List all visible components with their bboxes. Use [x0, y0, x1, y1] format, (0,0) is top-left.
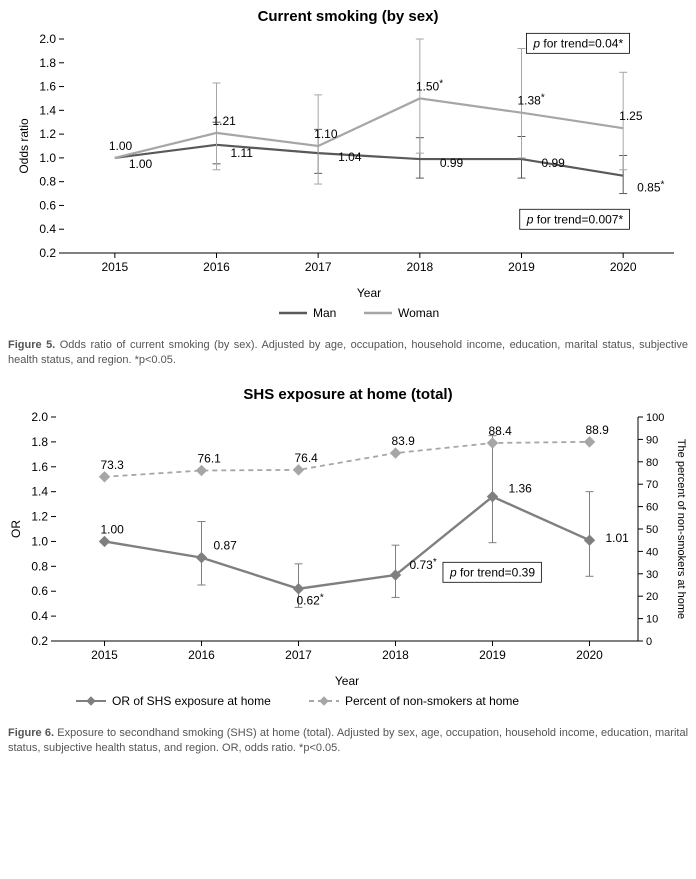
svg-text:1.00: 1.00	[129, 157, 153, 171]
svg-text:0.62*: 0.62*	[297, 592, 324, 607]
svg-text:0.85*: 0.85*	[637, 180, 664, 195]
svg-text:1.0: 1.0	[31, 534, 48, 548]
figure5-caption-text: Odds ratio of current smoking (by sex). …	[8, 339, 688, 366]
svg-text:Percent of non-smokers at home: Percent of non-smokers at home	[345, 694, 519, 708]
figure6-caption-label: Figure 6.	[8, 727, 54, 739]
svg-text:2015: 2015	[91, 648, 118, 662]
svg-text:1.00: 1.00	[101, 522, 125, 536]
figure6-caption-text: Exposure to secondhand smoking (SHS) at …	[8, 727, 688, 754]
svg-text:2.0: 2.0	[31, 410, 48, 424]
svg-text:2020: 2020	[610, 260, 637, 274]
svg-text:100: 100	[646, 412, 664, 424]
svg-text:1.2: 1.2	[39, 127, 56, 141]
svg-text:0.99: 0.99	[542, 156, 566, 170]
svg-text:1.25: 1.25	[619, 109, 643, 123]
figure-6: SHS exposure at home (total) 20152016201…	[8, 386, 688, 756]
svg-text:0.87: 0.87	[214, 538, 238, 552]
svg-text:40: 40	[646, 546, 658, 558]
svg-text:2016: 2016	[188, 648, 215, 662]
svg-text:Year: Year	[357, 286, 381, 300]
svg-text:Odds ratio: Odds ratio	[17, 118, 31, 174]
svg-text:1.4: 1.4	[31, 484, 48, 498]
svg-text:p for trend=0.04*: p for trend=0.04*	[532, 36, 623, 50]
svg-text:0.6: 0.6	[39, 198, 56, 212]
svg-text:0.8: 0.8	[39, 175, 56, 189]
svg-text:70: 70	[646, 479, 658, 491]
svg-text:OR: OR	[9, 519, 23, 537]
svg-text:76.4: 76.4	[295, 451, 319, 465]
svg-text:1.36: 1.36	[509, 481, 533, 495]
svg-text:80: 80	[646, 456, 658, 468]
svg-text:10: 10	[646, 613, 658, 625]
svg-text:0.99: 0.99	[440, 156, 464, 170]
figure6-caption: Figure 6. Exposure to secondhand smoking…	[8, 726, 688, 756]
svg-text:20: 20	[646, 591, 658, 603]
svg-text:1.10: 1.10	[314, 127, 338, 141]
svg-text:1.8: 1.8	[39, 56, 56, 70]
svg-text:1.38*: 1.38*	[518, 93, 545, 108]
svg-text:83.9: 83.9	[392, 434, 416, 448]
figure-5: Current smoking (by sex) 201520162017201…	[8, 8, 688, 368]
svg-text:0: 0	[646, 636, 652, 648]
figure6-chart: 2015 2016 2017 2018 2019 2020 Year 0.2 0.4 0.6 0.8…	[8, 407, 688, 722]
svg-text:1.8: 1.8	[31, 435, 48, 449]
svg-text:2016: 2016	[203, 260, 230, 274]
svg-text:30: 30	[646, 568, 658, 580]
svg-text:p for trend=0.007*: p for trend=0.007*	[526, 212, 624, 226]
svg-text:2019: 2019	[479, 648, 506, 662]
svg-text:1.01: 1.01	[606, 531, 630, 545]
svg-text:2018: 2018	[406, 260, 433, 274]
svg-text:2019: 2019	[508, 260, 535, 274]
svg-text:1.2: 1.2	[31, 509, 48, 523]
svg-text:OR of SHS exposure at home: OR of SHS exposure at home	[112, 694, 271, 708]
svg-text:1.21: 1.21	[213, 114, 237, 128]
svg-text:2017: 2017	[285, 648, 312, 662]
svg-text:1.00: 1.00	[109, 139, 133, 153]
svg-text:1.0: 1.0	[39, 151, 56, 165]
svg-text:0.73*: 0.73*	[410, 557, 437, 572]
figure5-caption-label: Figure 5.	[8, 339, 55, 351]
svg-text:1.4: 1.4	[39, 103, 56, 117]
figure5-chart: 2015 2016 2017 2018 2019 2020 Year 0.2 0.4 0.6 0.8…	[8, 29, 688, 334]
svg-text:88.4: 88.4	[489, 424, 513, 438]
svg-text:2015: 2015	[101, 260, 128, 274]
figure6-title: SHS exposure at home (total)	[8, 386, 688, 403]
svg-text:90: 90	[646, 434, 658, 446]
svg-text:0.4: 0.4	[31, 609, 48, 623]
svg-text:1.6: 1.6	[31, 459, 48, 473]
svg-text:Woman: Woman	[398, 306, 439, 320]
figure5-caption: Figure 5. Odds ratio of current smoking …	[8, 338, 688, 368]
svg-text:Man: Man	[313, 306, 336, 320]
svg-text:0.2: 0.2	[39, 246, 56, 260]
svg-text:0.2: 0.2	[31, 634, 48, 648]
svg-text:1.6: 1.6	[39, 80, 56, 94]
svg-text:0.6: 0.6	[31, 584, 48, 598]
svg-text:2018: 2018	[382, 648, 409, 662]
figure5-title: Current smoking (by sex)	[8, 8, 688, 25]
svg-text:76.1: 76.1	[198, 451, 222, 465]
svg-text:p for trend=0.39: p for trend=0.39	[449, 565, 535, 579]
svg-text:50: 50	[646, 524, 658, 536]
svg-text:73.3: 73.3	[101, 457, 125, 471]
svg-text:60: 60	[646, 501, 658, 513]
svg-text:Year: Year	[335, 674, 359, 688]
svg-text:The percent of non-smokers at: The percent of non-smokers at home	[675, 439, 687, 619]
svg-text:1.50*: 1.50*	[416, 78, 443, 93]
svg-text:2020: 2020	[576, 648, 603, 662]
svg-text:2.0: 2.0	[39, 32, 56, 46]
svg-text:88.9: 88.9	[586, 423, 610, 437]
svg-text:1.11: 1.11	[231, 146, 254, 160]
svg-text:0.8: 0.8	[31, 559, 48, 573]
svg-text:1.04: 1.04	[338, 150, 362, 164]
svg-text:0.4: 0.4	[39, 222, 56, 236]
svg-text:2017: 2017	[305, 260, 332, 274]
